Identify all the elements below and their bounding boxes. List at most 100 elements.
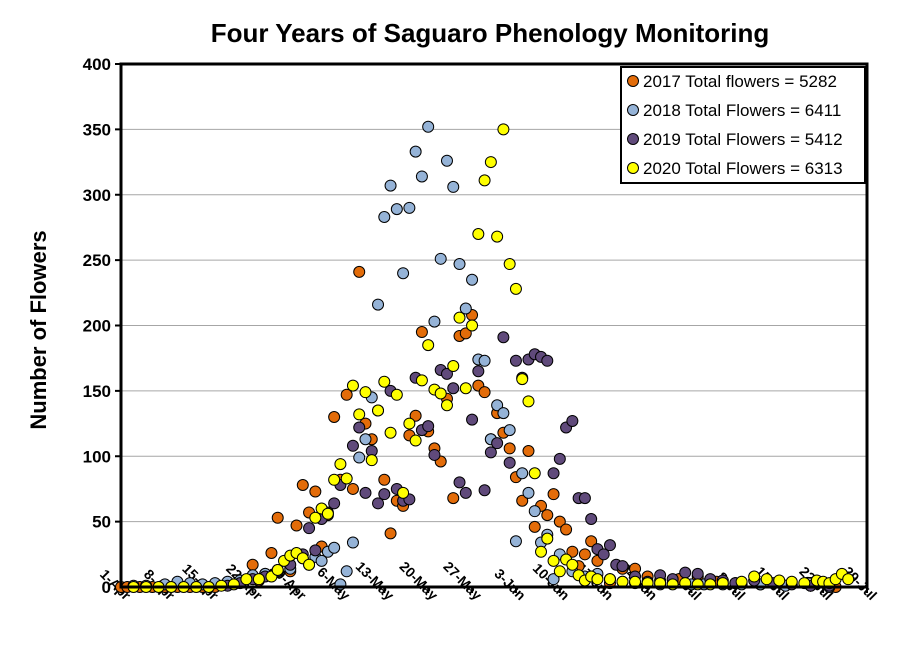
data-point	[478, 386, 491, 399]
data-point	[409, 409, 422, 422]
data-point	[466, 319, 479, 332]
data-point	[603, 573, 616, 586]
data-point	[516, 467, 529, 480]
data-point	[478, 484, 491, 497]
data-point	[459, 327, 472, 340]
y-axis-label: Number of Flowers	[26, 230, 51, 429]
data-point	[472, 365, 485, 378]
data-point	[346, 482, 359, 495]
data-point	[403, 201, 416, 214]
data-point	[303, 522, 316, 535]
data-point	[497, 407, 510, 420]
data-point	[321, 507, 334, 520]
data-point	[453, 258, 466, 271]
legend-label: 2017 Total flowers = 5282	[643, 72, 837, 91]
data-point	[353, 451, 366, 464]
data-point	[422, 120, 435, 133]
data-point	[484, 446, 497, 459]
legend-label: 2020 Total Flowers = 6313	[643, 159, 843, 178]
data-point	[296, 479, 309, 492]
data-point	[616, 560, 629, 573]
data-point	[553, 565, 566, 578]
data-point	[372, 497, 385, 510]
data-point	[346, 379, 359, 392]
data-point	[372, 298, 385, 311]
data-point	[384, 179, 397, 192]
data-point	[409, 145, 422, 158]
plot-area-border	[119, 62, 869, 589]
data-point	[378, 210, 391, 223]
data-point	[748, 570, 761, 583]
data-point	[541, 509, 554, 522]
data-point	[340, 388, 353, 401]
data-point	[390, 203, 403, 216]
data-point	[553, 515, 566, 528]
data-point	[346, 536, 359, 549]
data-point	[315, 554, 328, 567]
data-point	[453, 476, 466, 489]
data-point	[271, 564, 284, 577]
data-point	[522, 445, 535, 458]
data-point	[491, 230, 504, 243]
data-point	[334, 458, 347, 471]
data-point	[422, 339, 435, 352]
data-point	[384, 527, 397, 540]
data-point	[603, 539, 616, 552]
data-point	[434, 252, 447, 265]
data-point	[509, 282, 522, 295]
data-point	[409, 434, 422, 447]
data-point	[478, 354, 491, 367]
data-point	[491, 437, 504, 450]
data-point	[415, 374, 428, 387]
y-tick-label: 100	[83, 447, 111, 466]
data-point	[397, 267, 410, 280]
data-point	[252, 573, 265, 586]
data-point	[422, 420, 435, 433]
data-point	[566, 545, 579, 558]
legend-marker	[627, 75, 639, 87]
data-point	[578, 548, 591, 561]
data-point	[440, 367, 453, 380]
data-point	[346, 439, 359, 452]
data-point	[566, 414, 579, 427]
data-point	[378, 473, 391, 486]
data-point	[415, 170, 428, 183]
data-point	[328, 411, 341, 424]
data-point	[528, 505, 541, 518]
data-point	[509, 354, 522, 367]
legend-label: 2018 Total Flowers = 6411	[643, 101, 841, 120]
data-point	[497, 123, 510, 136]
legend-marker	[627, 162, 639, 174]
data-point	[503, 424, 516, 437]
y-tick-label: 50	[92, 513, 111, 532]
data-point	[303, 558, 316, 571]
data-point	[585, 535, 598, 548]
y-tick-label: 0	[102, 578, 111, 597]
y-tick-label: 400	[83, 55, 111, 74]
data-point	[491, 399, 504, 412]
legend-box	[620, 66, 866, 184]
data-point	[359, 386, 372, 399]
data-point	[535, 545, 548, 558]
data-point	[466, 413, 479, 426]
data-point	[378, 375, 391, 388]
data-point	[503, 258, 516, 271]
chart-title: Four Years of Saguaro Phenology Monitori…	[211, 18, 770, 48]
data-point	[459, 486, 472, 499]
y-tick-label: 300	[83, 186, 111, 205]
data-point	[578, 492, 591, 505]
data-point	[372, 404, 385, 417]
data-point	[309, 511, 322, 524]
data-point	[428, 448, 441, 461]
data-point	[265, 547, 278, 560]
data-point	[328, 541, 341, 554]
data-point	[522, 395, 535, 408]
data-point	[516, 494, 529, 507]
data-point	[522, 486, 535, 499]
data-point	[328, 497, 341, 510]
data-point	[503, 442, 516, 455]
data-point	[585, 513, 598, 526]
data-point	[842, 573, 855, 586]
data-point	[459, 302, 472, 315]
data-point	[390, 388, 403, 401]
